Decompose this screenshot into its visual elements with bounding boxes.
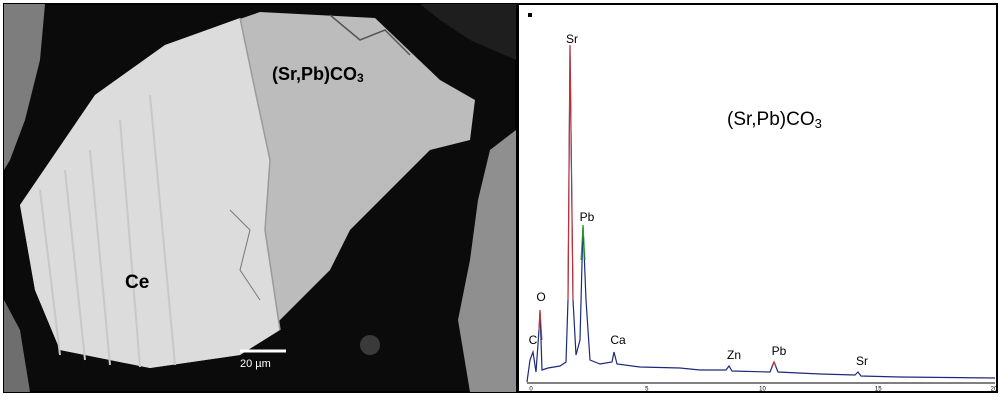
crack <box>239 17 281 331</box>
peak-label: O <box>536 290 545 304</box>
sem-panel: (Sr,Pb)CO3 Ce 20 µm <box>3 3 517 393</box>
peak-label: Zn <box>727 348 741 362</box>
x-tick-label: 15 <box>875 387 882 393</box>
x-tick-label: 5 <box>645 387 649 393</box>
crack <box>229 209 261 301</box>
peak-marker <box>567 44 574 301</box>
grain-fragment <box>4 4 45 170</box>
x-tick-label: 0 <box>529 387 533 393</box>
peak-marker <box>538 309 543 341</box>
zoning-stripes <box>39 94 176 368</box>
grain-fragment <box>458 130 516 392</box>
marker <box>528 13 532 17</box>
spectrum-panel: (Sr,Pb)CO3 C O Sr Pb Ca Zn Pb Sr 0 5 10 15 20 <box>517 3 998 393</box>
grain-fragment <box>4 300 30 392</box>
peak-label: Sr <box>566 32 578 46</box>
peak-label: Sr <box>856 354 868 368</box>
crack <box>329 14 411 56</box>
peak-label: C <box>529 333 538 347</box>
x-tick-label: 20 <box>991 387 998 393</box>
stripe <box>119 119 141 368</box>
x-tick-labels: 0 5 10 15 20 <box>529 387 998 393</box>
phase-label: (Sr,Pb)CO3 <box>272 64 364 85</box>
stripe <box>149 94 176 366</box>
peak-labels: C O Sr Pb Ca Zn Pb Sr <box>529 32 868 368</box>
peak-label: Pb <box>580 210 595 224</box>
peak-label: Ca <box>610 333 626 347</box>
spectrum-title: (Sr,Pb)CO3 <box>727 109 822 131</box>
peak-marker <box>771 360 777 367</box>
stripe <box>64 169 86 361</box>
stripe <box>89 149 111 366</box>
peak-label: Pb <box>772 344 787 358</box>
grain-fragment <box>420 4 516 60</box>
peak-marker <box>580 224 586 261</box>
crystal-zone <box>20 18 280 368</box>
speck <box>360 335 380 355</box>
x-tick-label: 10 <box>759 387 766 393</box>
region-label: Ce <box>125 272 149 293</box>
spectrum-line <box>526 44 996 383</box>
spectrum-frame <box>517 3 998 393</box>
stripe <box>39 189 61 356</box>
scale-bar-label: 20 µm <box>240 358 271 370</box>
